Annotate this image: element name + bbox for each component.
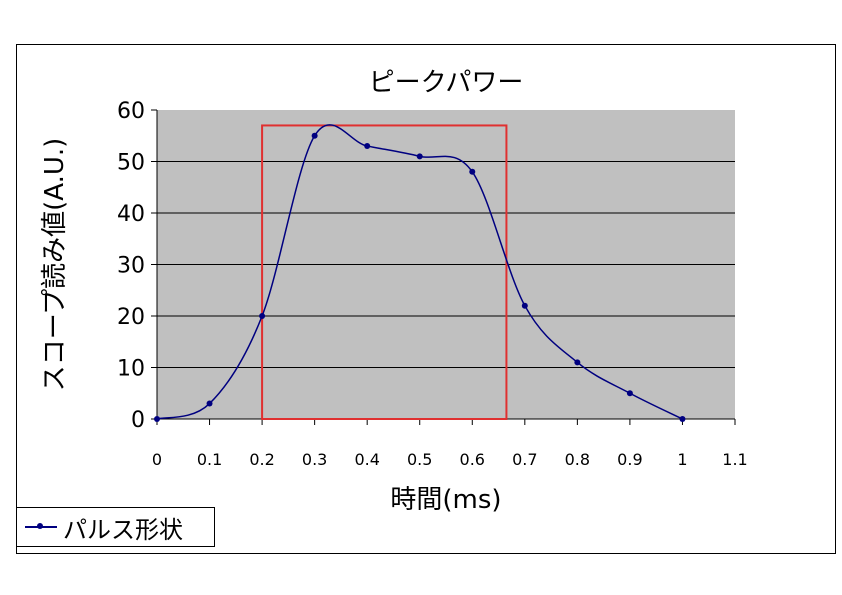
y-tick-label: 30 bbox=[117, 254, 145, 279]
y-tick-label: 50 bbox=[117, 151, 145, 176]
x-tick-label: 0.3 bbox=[302, 450, 327, 469]
data-point bbox=[311, 132, 318, 139]
data-point bbox=[679, 416, 686, 422]
y-tick-label: 40 bbox=[117, 202, 145, 227]
x-tick-label: 0 bbox=[152, 450, 162, 469]
data-point bbox=[469, 168, 476, 175]
data-point bbox=[521, 302, 528, 309]
chart-frame: 0 10 20 30 40 50 60 0 0.1 0.2 0.3 0.4 0.5 0.6 0.7 0.8 0.… bbox=[16, 44, 836, 554]
x-tick-label: 0.2 bbox=[249, 450, 274, 469]
x-tick-label: 0.6 bbox=[460, 450, 485, 469]
x-tick-label: 1 bbox=[677, 450, 687, 469]
chart-title: ピークパワー bbox=[369, 68, 524, 98]
chart-svg: 0 10 20 30 40 50 60 0 0.1 0.2 0.3 0.4 0.5 0.6 0.7 0.8 0.… bbox=[40, 68, 748, 515]
data-point bbox=[574, 359, 581, 366]
x-tick-label: 0.4 bbox=[354, 450, 379, 469]
x-tick-label: 0.1 bbox=[197, 450, 222, 469]
data-point bbox=[364, 143, 371, 150]
legend: パルス形状 bbox=[16, 507, 215, 547]
y-tick-label: 0 bbox=[131, 408, 145, 433]
x-tick-label: 0.9 bbox=[617, 450, 642, 469]
y-tick-label: 10 bbox=[117, 357, 145, 382]
legend-label: パルス形状 bbox=[63, 515, 183, 544]
data-point bbox=[626, 390, 633, 397]
data-point bbox=[154, 416, 160, 422]
x-tick-label: 0.7 bbox=[512, 450, 537, 469]
x-tick-label: 1.1 bbox=[722, 450, 747, 469]
x-axis-label: 時間(ms) bbox=[390, 485, 501, 515]
y-tick-label: 20 bbox=[117, 305, 145, 330]
data-point bbox=[259, 313, 266, 319]
x-tick-label: 0.5 bbox=[407, 450, 432, 469]
y-axis-label: スコープ読み値(A.U.) bbox=[40, 138, 70, 392]
data-point bbox=[416, 153, 423, 160]
legend-marker-icon bbox=[25, 521, 57, 533]
highlight-box bbox=[261, 124, 508, 420]
data-point bbox=[206, 400, 213, 407]
x-tick-label: 0.8 bbox=[565, 450, 590, 469]
y-tick-label: 60 bbox=[117, 99, 145, 124]
